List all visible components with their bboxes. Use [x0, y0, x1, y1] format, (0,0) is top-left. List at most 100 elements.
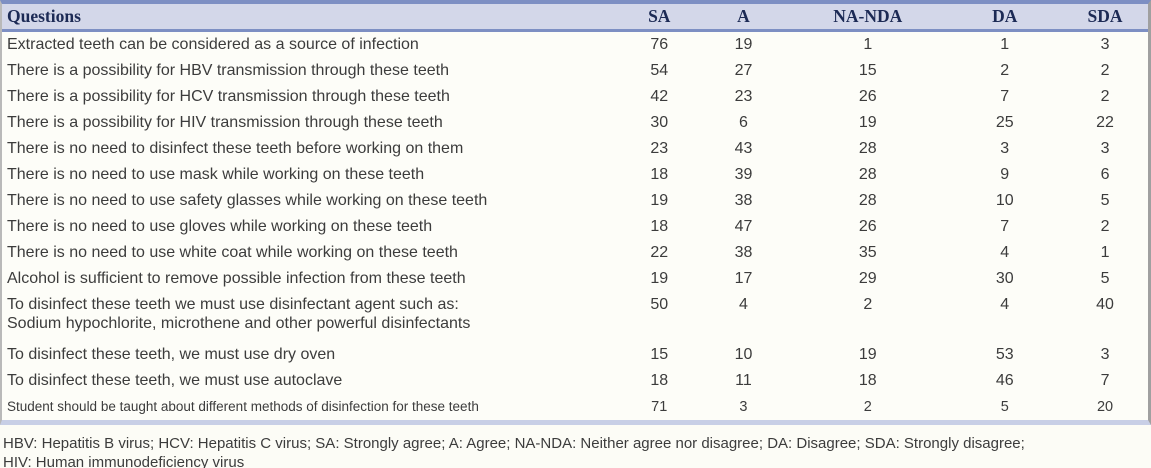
sda-value-cell: 5 [1100, 269, 1110, 287]
column-header-sa: SA [648, 5, 671, 26]
da-value-cell: 25 [995, 113, 1014, 131]
sa-value-cell: 54 [650, 61, 669, 79]
table-row: There is no need to use white coat while… [2, 240, 1148, 266]
da-value-cell: 5 [1000, 398, 1009, 415]
table-row: To disinfect these teeth we must use dis… [2, 292, 1148, 342]
sa-value-cell: 19 [650, 269, 669, 287]
table-row: There is no need to disinfect these teet… [2, 136, 1148, 162]
table-header: Questions SA A NA-NDA DA SDA [2, 4, 1148, 30]
question-cell: There is no need to use safety glasses w… [7, 191, 488, 209]
sa-value-cell: 22 [650, 243, 669, 261]
column-header-questions: Questions [7, 5, 81, 26]
sda-value-cell: 22 [1096, 113, 1114, 131]
table-footnote: HBV: Hepatitis B virus; HCV: Hepatitis C… [0, 424, 1151, 468]
sa-value-cell: 71 [651, 398, 668, 415]
table-row: There is a possibility for HBV transmiss… [2, 58, 1148, 84]
da-value-cell: 9 [1000, 165, 1010, 183]
sda-value-cell: 20 [1096, 398, 1114, 415]
na-nda-value-cell: 35 [858, 243, 877, 261]
a-value-cell: 23 [734, 87, 753, 105]
table-row: There is no need to use gloves while wor… [2, 214, 1148, 240]
a-value-cell: 39 [734, 165, 753, 183]
na-nda-value-cell: 1 [863, 35, 873, 53]
column-header-a: A [737, 5, 750, 26]
a-value-cell: 3 [739, 398, 748, 415]
na-nda-value-cell: 29 [858, 269, 877, 287]
footnote-line-1: HBV: Hepatitis B virus; HCV: Hepatitis C… [3, 434, 1025, 452]
footnote-line-2: HIV: Human immunodeficiency virus [3, 453, 245, 468]
table-row: There is a possibility for HIV transmiss… [2, 110, 1148, 136]
na-nda-value-cell: 28 [858, 191, 877, 209]
na-nda-value-cell: 26 [858, 217, 877, 235]
a-value-cell: 38 [734, 191, 753, 209]
question-cell: There is no need to use mask while worki… [7, 165, 425, 183]
da-value-cell: 30 [995, 269, 1014, 287]
a-value-cell: 17 [734, 269, 753, 287]
questions-table: Questions SA A NA-NDA DA SDA Extracted t… [2, 4, 1148, 420]
a-value-cell: 10 [734, 345, 753, 363]
a-value-cell: 47 [734, 217, 753, 235]
table-body: Extracted teeth can be considered as a s… [2, 30, 1148, 420]
sa-value-cell: 18 [650, 217, 669, 235]
table-row: There is a possibility for HCV transmiss… [2, 84, 1148, 110]
table-row: To disinfect these teeth, we must use dr… [2, 342, 1148, 368]
na-nda-value-cell: 28 [858, 165, 877, 183]
sda-value-cell: 2 [1100, 87, 1110, 105]
a-value-cell: 43 [734, 139, 753, 157]
table-row: There is no need to use mask while worki… [2, 162, 1148, 188]
a-value-cell: 11 [735, 371, 752, 389]
da-value-cell: 3 [1000, 139, 1010, 157]
da-value-cell: 4 [1000, 295, 1010, 313]
sda-value-cell: 2 [1100, 61, 1110, 79]
na-nda-value-cell: 18 [858, 371, 877, 389]
na-nda-value-cell: 2 [863, 398, 872, 415]
question-cell: Extracted teeth can be considered as a s… [7, 35, 419, 53]
question-cell: Alcohol is sufficient to remove possible… [7, 269, 466, 287]
sa-value-cell: 15 [650, 345, 669, 363]
question-cell: There is a possibility for HIV transmiss… [7, 113, 443, 131]
sa-value-cell: 30 [650, 113, 669, 131]
na-nda-value-cell: 28 [858, 139, 877, 157]
question-cell: There is no need to use white coat while… [7, 243, 458, 261]
da-value-cell: 2 [1000, 61, 1010, 79]
question-cell: To disinfect these teeth we must use dis… [7, 295, 471, 332]
survey-results-table: Questions SA A NA-NDA DA SDA Extracted t… [0, 0, 1151, 425]
column-header-sda: SDA [1087, 5, 1123, 26]
table-row: To disinfect these teeth, we must use au… [2, 368, 1148, 394]
sda-value-cell: 2 [1100, 217, 1110, 235]
sa-value-cell: 50 [650, 295, 669, 313]
sa-value-cell: 76 [650, 35, 669, 53]
da-value-cell: 4 [1000, 243, 1010, 261]
sda-value-cell: 6 [1100, 165, 1110, 183]
a-value-cell: 27 [734, 61, 753, 79]
question-cell: There is no need to disinfect these teet… [7, 139, 464, 157]
sa-value-cell: 18 [650, 165, 669, 183]
sda-value-cell: 5 [1100, 191, 1110, 209]
column-header-da: DA [992, 5, 1018, 26]
table-row: Extracted teeth can be considered as a s… [2, 30, 1148, 58]
question-cell: Student should be taught about different… [7, 398, 479, 414]
header-row: Questions SA A NA-NDA DA SDA [2, 4, 1148, 30]
na-nda-value-cell: 26 [858, 87, 877, 105]
da-value-cell: 46 [995, 371, 1014, 389]
question-cell: There is a possibility for HBV transmiss… [7, 61, 449, 79]
da-value-cell: 7 [1000, 217, 1010, 235]
da-value-cell: 53 [995, 345, 1014, 363]
da-value-cell: 10 [995, 191, 1014, 209]
na-nda-value-cell: 2 [863, 295, 873, 313]
sda-value-cell: 7 [1100, 371, 1110, 389]
table-row: There is no need to use safety glasses w… [2, 188, 1148, 214]
column-header-na-nda: NA-NDA [833, 5, 903, 26]
sda-value-cell: 3 [1100, 35, 1110, 53]
question-cell: To disinfect these teeth, we must use dr… [7, 345, 336, 363]
sa-value-cell: 18 [650, 371, 669, 389]
sda-value-cell: 3 [1100, 139, 1110, 157]
na-nda-value-cell: 15 [858, 61, 877, 79]
table-row: Student should be taught about different… [2, 394, 1148, 420]
sda-value-cell: 1 [1100, 243, 1110, 261]
sa-value-cell: 42 [650, 87, 669, 105]
sa-value-cell: 19 [650, 191, 669, 209]
sda-value-cell: 40 [1096, 295, 1114, 313]
da-value-cell: 7 [1000, 87, 1010, 105]
question-cell: To disinfect these teeth, we must use au… [7, 371, 343, 389]
